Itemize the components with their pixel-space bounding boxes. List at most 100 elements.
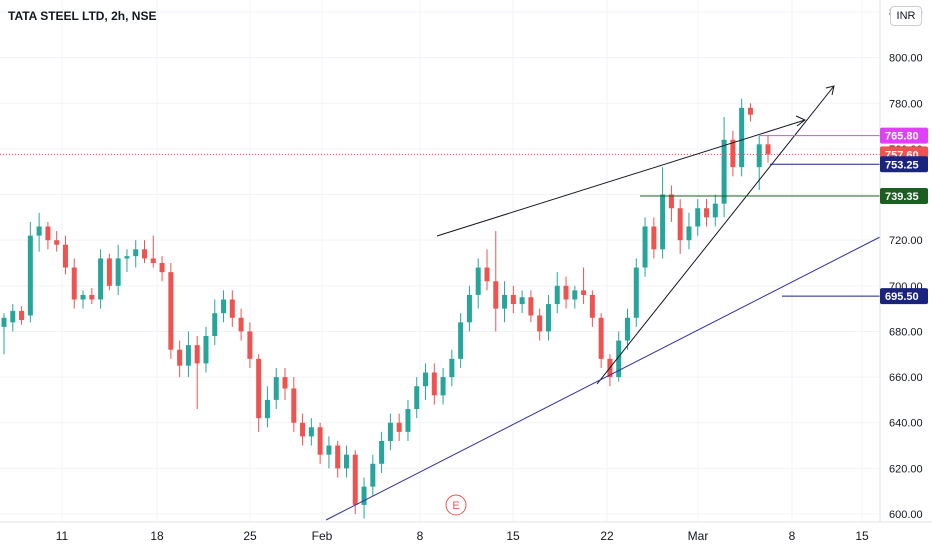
candle	[510, 285, 516, 314]
candle	[712, 194, 718, 227]
arrow-head-lower	[825, 85, 835, 96]
candle-body	[449, 358, 455, 378]
candle	[326, 436, 332, 469]
candle	[598, 313, 604, 368]
candle-body	[677, 208, 683, 241]
candle	[458, 313, 464, 368]
candle-body	[142, 249, 148, 259]
candle-body	[115, 258, 121, 286]
candle-body	[45, 226, 51, 241]
candle-body	[581, 290, 587, 295]
candle-body	[589, 294, 595, 318]
price-label-box	[880, 188, 928, 205]
candle	[554, 272, 560, 314]
candle-body	[256, 358, 262, 419]
candle-body	[273, 377, 279, 400]
upper-trendline	[436, 119, 806, 237]
candle	[484, 249, 490, 291]
price-label: 739.35	[880, 188, 928, 205]
candle-body	[633, 267, 639, 318]
candle	[150, 235, 156, 268]
candle	[36, 212, 42, 252]
candle	[633, 258, 639, 327]
candle-body	[335, 445, 341, 469]
y-tick-label: 660.00	[889, 372, 923, 384]
candle-body	[695, 208, 701, 227]
candle	[396, 413, 402, 441]
candle-body	[370, 463, 376, 487]
candle	[502, 281, 508, 323]
candle-body	[1, 317, 7, 327]
x-tick-label: Feb	[312, 529, 333, 543]
candle-body	[352, 454, 358, 505]
candle-body	[484, 267, 490, 282]
candle-body	[54, 240, 60, 245]
candle	[343, 445, 349, 478]
candle-body	[660, 194, 666, 250]
candle	[387, 413, 393, 451]
candle-body	[686, 226, 692, 241]
price-label-text: 765.80	[885, 131, 919, 143]
candle-body	[537, 315, 543, 332]
candle	[414, 377, 420, 419]
price-label: 765.80	[880, 127, 928, 144]
candle-body	[326, 445, 332, 455]
candle	[194, 336, 200, 410]
candle	[361, 477, 367, 519]
candle-body	[475, 267, 481, 295]
candle-body	[133, 249, 139, 257]
candle	[142, 240, 148, 263]
candle	[27, 221, 33, 323]
drawing-layer: E	[0, 85, 881, 521]
candle	[1, 313, 7, 355]
candle-body	[756, 144, 762, 168]
candle	[756, 135, 762, 190]
candle-body	[317, 427, 323, 455]
candle-body	[124, 256, 130, 259]
candle-body	[343, 454, 349, 469]
candle-body	[431, 372, 437, 396]
candle-body	[19, 310, 25, 321]
y-tick-label: 780.00	[889, 98, 923, 110]
candle-body	[554, 285, 560, 305]
candle-body	[721, 139, 727, 204]
candle	[431, 363, 437, 405]
x-tick-label: 15	[506, 529, 520, 543]
price-label: 753.25	[880, 156, 928, 173]
candle-body	[616, 340, 622, 378]
candle	[765, 135, 771, 163]
candle	[668, 185, 674, 222]
candle-body	[379, 440, 385, 464]
price-label-box	[880, 127, 928, 144]
x-tick-label: 15	[855, 529, 869, 543]
candle-body	[466, 294, 472, 323]
candle-body	[528, 297, 534, 316]
earnings-circle	[445, 494, 467, 516]
candle	[405, 399, 411, 441]
candle	[537, 308, 543, 341]
candle-body	[106, 258, 112, 286]
candle-body	[247, 331, 253, 359]
candle	[106, 253, 112, 291]
candle	[695, 199, 701, 236]
candle	[10, 304, 16, 332]
candle	[624, 308, 630, 350]
earnings-label: E	[452, 500, 459, 512]
candle	[89, 288, 95, 305]
price-label: 695.50	[880, 288, 928, 305]
y-tick-label: 680.00	[889, 326, 923, 338]
candle	[651, 217, 657, 259]
currency-button[interactable]: INR	[890, 6, 922, 26]
candle-body	[572, 290, 578, 300]
candle	[660, 167, 666, 259]
x-tick-label: 11	[56, 529, 69, 543]
candle-body	[238, 317, 244, 332]
x-tick-label: 8	[417, 529, 424, 543]
candle	[203, 326, 209, 373]
candle	[721, 116, 727, 218]
candle	[264, 386, 270, 428]
candle-body	[458, 322, 464, 359]
